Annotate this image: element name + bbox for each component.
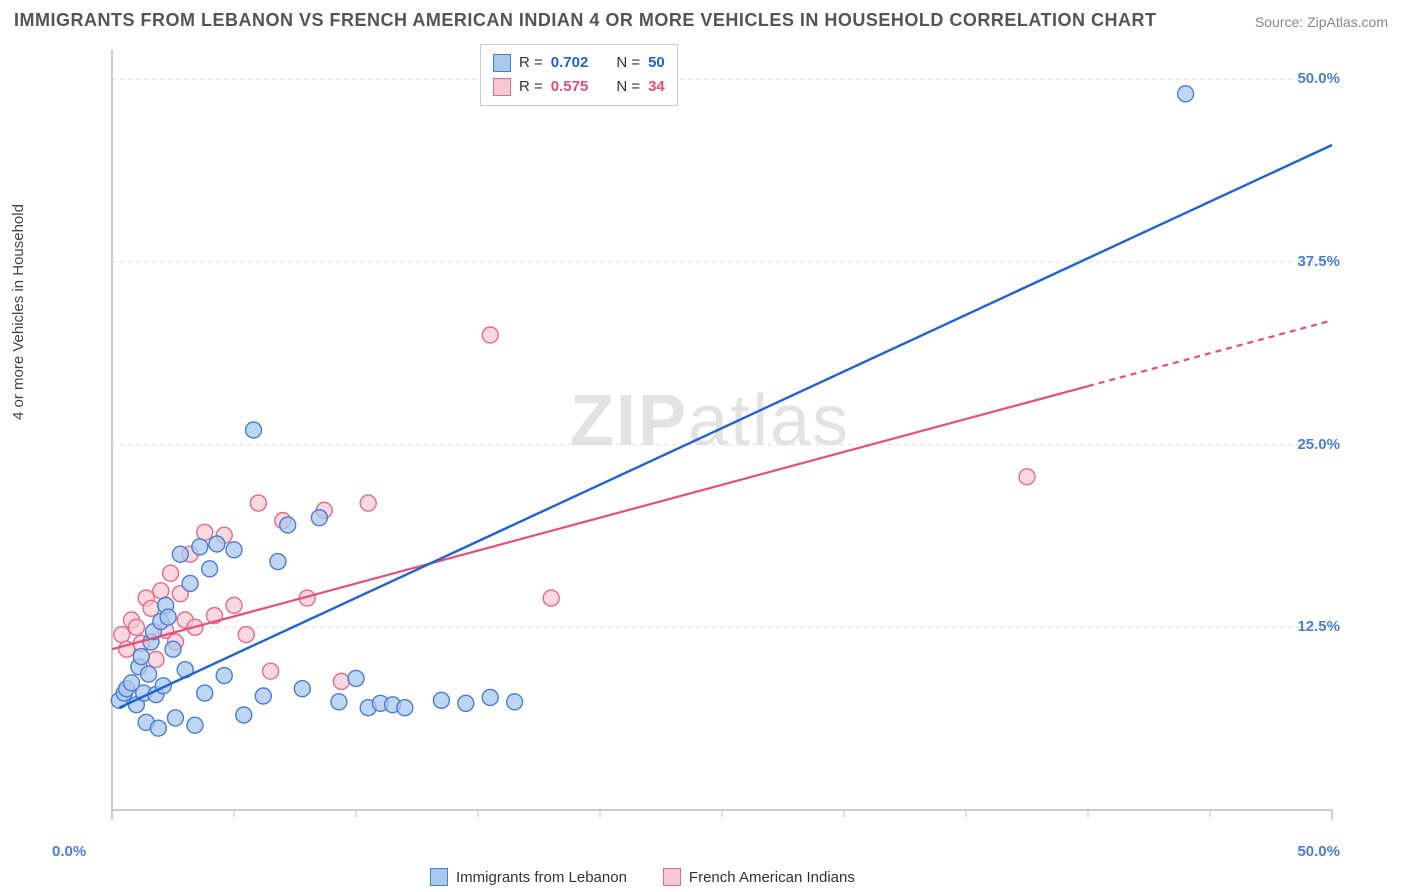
legend-r-value: 0.575 bbox=[551, 75, 589, 99]
legend-n-value: 34 bbox=[648, 75, 665, 99]
chart-plot-area bbox=[52, 40, 1342, 820]
correlation-legend: R = 0.702 N = 50 R = 0.575 N = 34 bbox=[480, 44, 678, 106]
y-tick-label: 12.5% bbox=[1297, 618, 1340, 635]
y-axis-label: 4 or more Vehicles in Household bbox=[10, 204, 27, 420]
legend-row-lebanon: R = 0.702 N = 50 bbox=[493, 51, 665, 75]
x-tick-label: 50.0% bbox=[1297, 843, 1340, 860]
x-tick-label: 0.0% bbox=[52, 843, 86, 860]
legend-n-label: N = bbox=[616, 51, 640, 75]
swatch-icon bbox=[493, 78, 511, 96]
swatch-icon bbox=[663, 868, 681, 886]
legend-item-lebanon: Immigrants from Lebanon bbox=[430, 868, 627, 886]
legend-item-french: French American Indians bbox=[663, 868, 855, 886]
scatter-svg bbox=[52, 40, 1342, 820]
legend-n-value: 50 bbox=[648, 51, 665, 75]
y-tick-label: 50.0% bbox=[1297, 70, 1340, 87]
y-tick-label: 37.5% bbox=[1297, 253, 1340, 270]
chart-title: IMMIGRANTS FROM LEBANON VS FRENCH AMERIC… bbox=[14, 10, 1157, 31]
legend-r-label: R = bbox=[519, 51, 543, 75]
swatch-icon bbox=[493, 54, 511, 72]
y-tick-label: 25.0% bbox=[1297, 436, 1340, 453]
legend-row-french: R = 0.575 N = 34 bbox=[493, 75, 665, 99]
legend-item-label: Immigrants from Lebanon bbox=[456, 869, 627, 886]
swatch-icon bbox=[430, 868, 448, 886]
series-legend: Immigrants from Lebanon French American … bbox=[430, 868, 855, 886]
legend-item-label: French American Indians bbox=[689, 869, 855, 886]
legend-r-label: R = bbox=[519, 75, 543, 99]
legend-n-label: N = bbox=[616, 75, 640, 99]
legend-r-value: 0.702 bbox=[551, 51, 589, 75]
source-credit: Source: ZipAtlas.com bbox=[1255, 14, 1388, 30]
